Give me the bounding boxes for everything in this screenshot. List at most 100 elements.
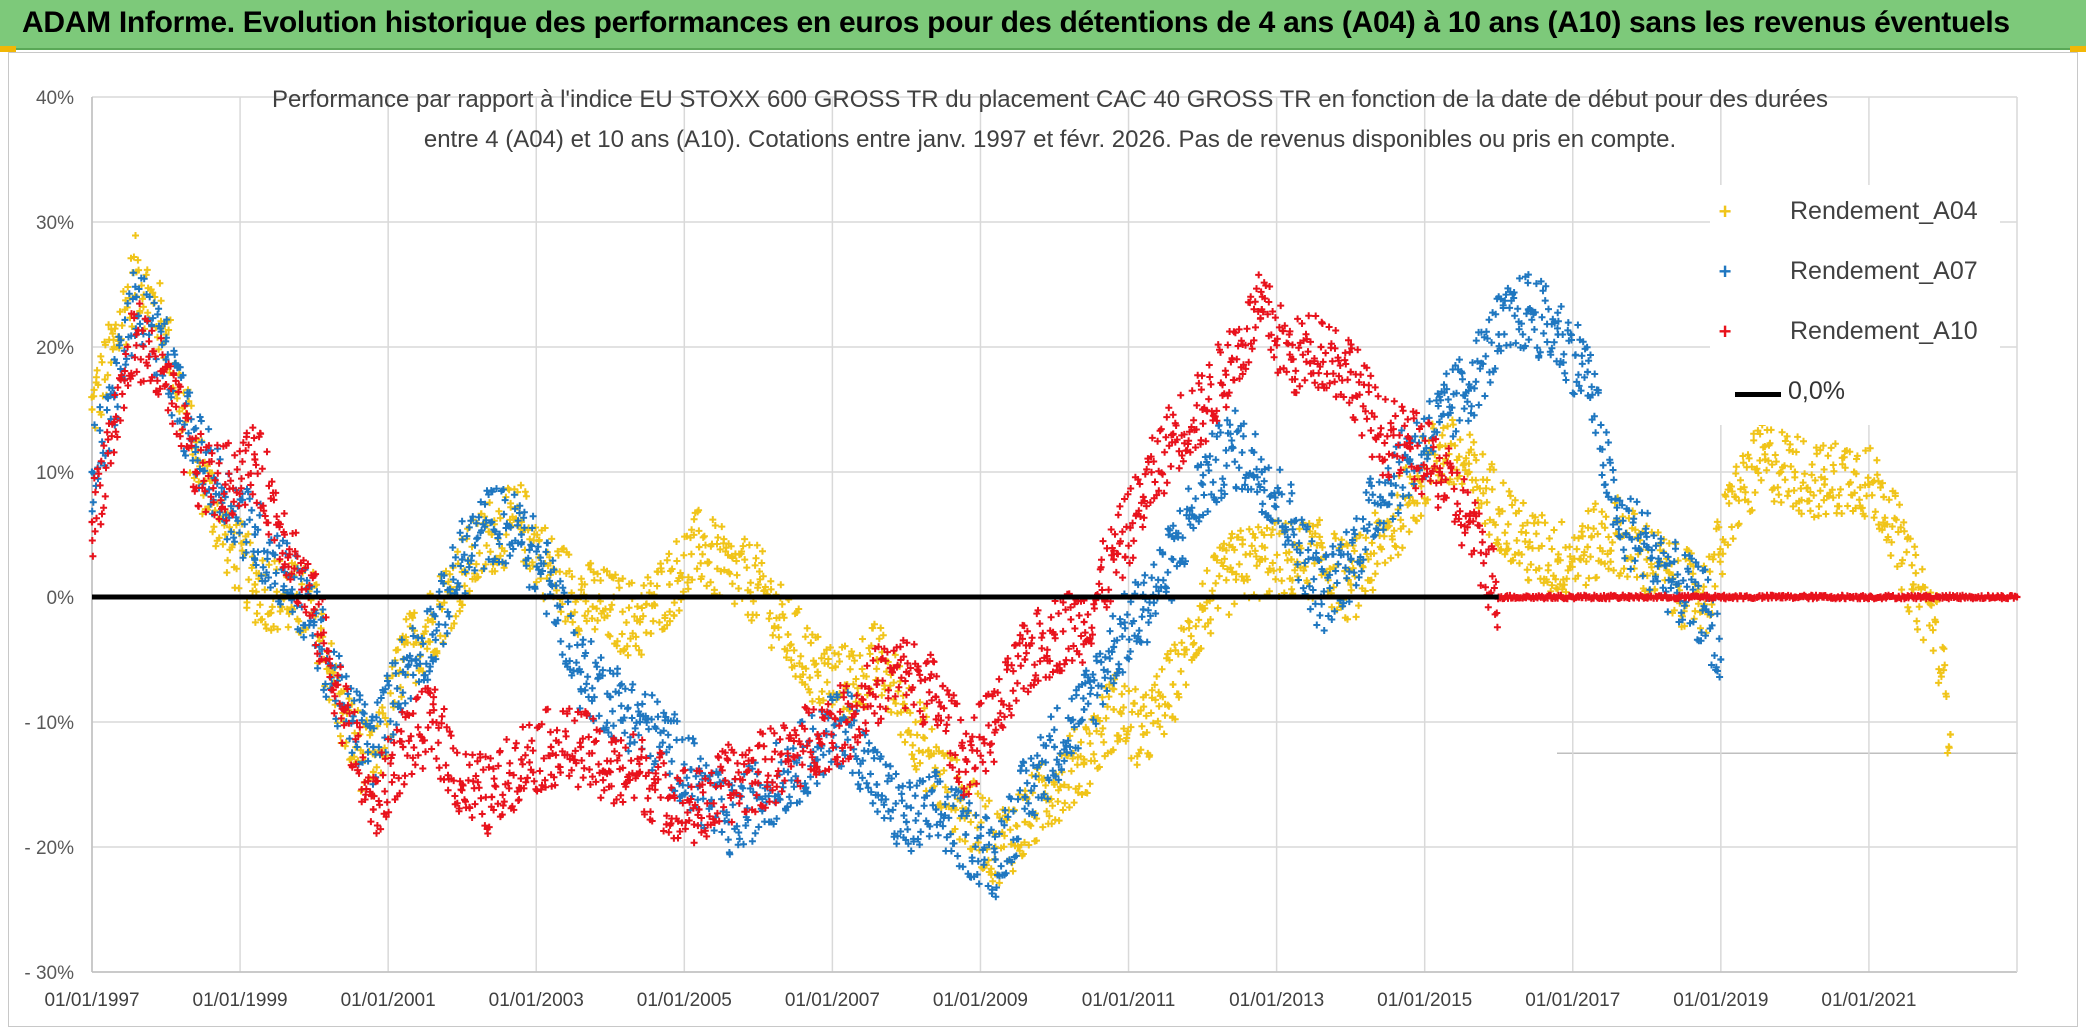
title-banner: ADAM Informe. Evolution historique des p… — [0, 0, 2086, 50]
legend-label-a04: Rendement_A04 — [1790, 197, 1978, 225]
x-tick-label: 01/01/2001 — [341, 990, 436, 1011]
data-point — [666, 581, 673, 588]
y-tick-label: 10% — [36, 463, 74, 484]
data-point — [1051, 743, 1058, 751]
series-layer — [88, 232, 2021, 901]
data-point — [251, 581, 259, 588]
data-point — [991, 856, 999, 863]
data-point — [1021, 818, 1029, 826]
data-point — [1717, 656, 1725, 663]
x-tick-label: 01/01/2017 — [1525, 990, 1620, 1011]
legend-item-a10: + Rendement_A10 — [1710, 305, 2000, 365]
y-tick-label: 40% — [36, 88, 74, 109]
data-point — [517, 531, 525, 538]
data-point — [1643, 556, 1651, 563]
y-tick-label: 0% — [47, 588, 75, 609]
data-point — [369, 806, 377, 813]
y-axis: 40% 30% 20% 10% 0% - 10% - 20% - 30% — [24, 88, 74, 984]
x-tick-label: 01/01/1997 — [44, 990, 139, 1011]
x-tick-label: 01/01/2019 — [1673, 990, 1768, 1011]
data-point — [517, 756, 525, 763]
series-rendement-a04 — [88, 232, 1954, 887]
y-tick-label: - 30% — [24, 963, 74, 984]
data-point — [666, 743, 673, 751]
data-point — [1110, 556, 1118, 563]
legend-marker-a10: + — [1718, 319, 1732, 344]
y-tick-label: 20% — [36, 338, 74, 359]
data-point — [1347, 368, 1355, 376]
data-point — [1584, 543, 1592, 551]
data-point — [873, 781, 881, 788]
data-point — [902, 818, 910, 826]
point-cloud — [88, 269, 1724, 901]
data-point — [1080, 706, 1088, 713]
data-point — [251, 531, 259, 538]
data-point — [547, 743, 555, 751]
corner-tab-left — [0, 46, 16, 52]
corner-tab-right — [2070, 46, 2086, 52]
data-point — [814, 743, 822, 751]
x-tick-label: 01/01/2005 — [637, 990, 732, 1011]
x-axis: 01/01/1997 01/01/1999 01/01/2001 01/01/2003… — [44, 990, 1916, 1011]
x-tick-label: 01/01/1999 — [193, 990, 288, 1011]
x-tick-label: 01/01/2007 — [785, 990, 880, 1011]
data-point — [1436, 418, 1443, 426]
data-point — [310, 606, 318, 613]
y-tick-label: - 10% — [24, 713, 74, 734]
data-point — [784, 631, 792, 638]
x-tick-label: 01/01/2021 — [1821, 990, 1916, 1011]
data-point — [429, 631, 437, 638]
data-point — [814, 731, 822, 738]
y-tick-label: - 20% — [24, 838, 74, 859]
legend-item-a07: + Rendement_A07 — [1710, 245, 2000, 305]
data-point — [1199, 481, 1207, 488]
chart-subtitle-line1: Performance par rapport à l'indice EU ST… — [271, 86, 1829, 113]
legend-label-zero: 0,0% — [1788, 377, 1845, 405]
data-point — [1946, 731, 1954, 738]
series-rendement-a10 — [88, 271, 2021, 847]
x-tick-label: 01/01/2015 — [1377, 990, 1472, 1011]
data-point — [695, 543, 703, 551]
data-point — [1110, 706, 1118, 713]
legend-line-zero — [1735, 392, 1781, 397]
legend-item-zero: 0,0% — [1710, 365, 2000, 425]
data-point — [1228, 568, 1236, 576]
legend-label-a07: Rendement_A07 — [1790, 257, 1978, 285]
data-point — [1080, 618, 1088, 626]
legend-marker-a04: + — [1718, 199, 1732, 224]
data-point — [88, 518, 96, 526]
data-point — [458, 556, 466, 563]
data-point — [1169, 681, 1177, 688]
legend-item-a04: + Rendement_A04 — [1710, 185, 2000, 245]
data-point — [1317, 343, 1325, 351]
data-point — [132, 293, 140, 301]
x-tick-label: 01/01/2011 — [1082, 990, 1176, 1011]
y-tick-label: 30% — [36, 213, 74, 234]
data-point — [1524, 543, 1532, 551]
data-point — [1880, 493, 1888, 501]
data-point — [162, 356, 170, 363]
data-point — [399, 743, 407, 751]
legend-label-a10: Rendement_A10 — [1790, 317, 1978, 345]
data-point — [88, 406, 96, 413]
data-point — [1139, 731, 1147, 738]
x-tick-label: 01/01/2003 — [489, 990, 584, 1011]
point-cloud — [88, 232, 1953, 887]
data-point — [725, 781, 733, 788]
data-point — [1584, 368, 1592, 376]
data-point — [132, 331, 140, 338]
x-tick-label: 01/01/2013 — [1229, 990, 1324, 1011]
chart-legend: + Rendement_A04 + Rendement_A07 + Rendem… — [1710, 185, 2000, 425]
data-point — [1110, 643, 1118, 651]
data-point — [932, 806, 940, 813]
chart-subtitle-line2: entre 4 (A04) et 10 ans (A10). Cotations… — [423, 126, 1677, 153]
data-point — [221, 481, 229, 488]
report-title: ADAM Informe. Evolution historique des p… — [22, 6, 2010, 39]
x-tick-label: 01/01/2009 — [933, 990, 1028, 1011]
data-point — [754, 768, 762, 776]
point-cloud — [88, 271, 2019, 847]
data-point — [488, 793, 496, 801]
chart-subtitle: Performance par rapport à l'indice EU ST… — [210, 80, 1890, 160]
legend-marker-a07: + — [1718, 259, 1732, 284]
